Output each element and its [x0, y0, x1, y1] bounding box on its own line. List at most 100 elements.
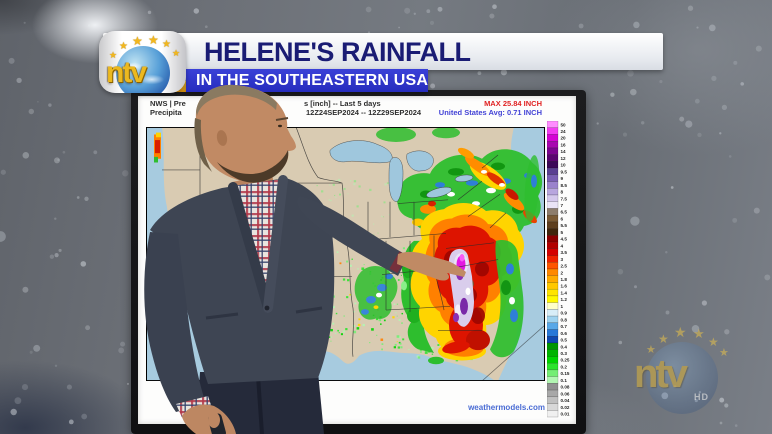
colorbar-swatch	[547, 147, 559, 155]
colorbar-value: 8	[561, 190, 564, 195]
colorbar-value: 9.5	[561, 169, 568, 174]
colorbar-value: 1	[561, 304, 564, 309]
colorbar-swatch	[547, 167, 559, 176]
colorbar-value: 0.9	[561, 311, 568, 316]
colorbar-swatch	[547, 322, 559, 330]
colorbar-value: 1.8	[561, 277, 568, 282]
colorbar-swatch	[547, 121, 559, 128]
colorbar: 502420161412109.598.587.576.565.554.543.…	[547, 121, 570, 418]
logo-text: ntv	[106, 56, 147, 89]
colorbar-value: 0.5	[561, 338, 568, 343]
colorbar-value: 0.4	[561, 344, 568, 349]
colorbar-swatch	[547, 329, 559, 337]
credit-text: weathermodels.com	[468, 403, 545, 412]
colorbar-swatch	[547, 154, 559, 162]
colorbar-swatch	[547, 268, 559, 276]
colorbar-value: 10	[561, 163, 567, 168]
colorbar-swatch	[547, 336, 559, 344]
watermark-text: ntv	[634, 352, 688, 396]
map-header-line1-right: s [inch] -- Last 5 days	[304, 99, 381, 108]
colorbar-swatch	[547, 255, 559, 263]
colorbar-value: 12	[561, 156, 567, 161]
map-panel: NWS | Pre s [inch] -- Last 5 days Precip…	[138, 96, 576, 424]
colorbar-swatch	[547, 208, 559, 216]
colorbar-value: 0.3	[561, 351, 568, 356]
map-header-line1-left: NWS | Pre	[150, 99, 186, 108]
monitor-frame: NWS | Pre s [inch] -- Last 5 days Precip…	[131, 90, 586, 434]
map-header-line2-left: Precipita	[150, 108, 182, 117]
colorbar-swatch	[547, 383, 559, 391]
colorbar-value: 0.01	[561, 412, 570, 417]
star-icon: ★	[109, 51, 118, 61]
colorbar-swatch	[547, 194, 559, 202]
colorbar-swatch	[547, 342, 559, 350]
avg-value-label: United States Avg: 0.71 INCH	[438, 108, 542, 117]
colorbar-swatch	[547, 134, 559, 142]
colorbar-value: 0.1	[561, 378, 568, 383]
colorbar-value: 7	[561, 203, 564, 208]
colorbar-value: 3.5	[561, 250, 568, 255]
colorbar-swatch	[547, 295, 559, 303]
star-icon: ★	[693, 327, 705, 342]
star-icon: ★	[658, 332, 669, 346]
colorbar-swatch	[547, 262, 559, 270]
colorbar-swatch	[547, 302, 559, 310]
colorbar-swatch	[547, 140, 559, 149]
star-icon: ★	[162, 39, 171, 50]
banner-title-bar	[103, 33, 663, 70]
colorbar-swatch	[547, 127, 559, 135]
star-icon: ★	[708, 335, 719, 349]
colorbar-swatch	[547, 181, 559, 189]
globe-icon	[646, 342, 718, 414]
colorbar-swatch	[547, 396, 559, 404]
ntv-logo: ★ ★ ★ ★ ★ ★ ntv	[99, 31, 186, 93]
colorbar-value: 6	[561, 216, 564, 221]
colorbar-value: 14	[561, 149, 567, 154]
colorbar-swatch	[547, 403, 559, 411]
colorbar-value: 6.5	[561, 210, 568, 215]
colorbar-value: 0.25	[561, 358, 570, 363]
colorbar-swatch	[547, 309, 559, 317]
max-value-label: MAX 25.84 INCH	[484, 99, 542, 108]
ntv-hd-watermark: ★ ★ ★ ★ ★ ★ ntv HD	[628, 326, 758, 430]
colorbar-value: 2	[561, 270, 564, 275]
precipitation-map	[146, 127, 545, 381]
colorbar-value: 3	[561, 257, 564, 262]
colorbar-swatch	[547, 362, 559, 371]
colorbar-value: 9	[561, 176, 564, 181]
colorbar-swatch	[547, 161, 559, 169]
colorbar-value: 0.2	[561, 364, 568, 369]
colorbar-value: 0.04	[561, 398, 570, 403]
colorbar-value: 5.5	[561, 223, 568, 228]
colorbar-swatch	[547, 288, 559, 297]
colorbar-value: 1.4	[561, 290, 568, 295]
coastal-rain	[490, 155, 540, 358]
colorbar-value: 2.5	[561, 264, 568, 269]
star-icon: ★	[172, 49, 181, 59]
colorbar-swatch	[547, 275, 559, 283]
colorbar-value: 16	[561, 142, 567, 147]
colorbar-swatch	[547, 188, 559, 196]
colorbar-value: 0.15	[561, 371, 570, 376]
banner-subtitle: IN THE SOUTHEASTERN USA	[196, 72, 429, 89]
colorbar-value: 7.5	[561, 196, 568, 201]
colorbar-value: 0.02	[561, 405, 570, 410]
colorbar-value: 0.7	[561, 324, 568, 329]
colorbar-swatch	[547, 349, 559, 357]
colorbar-swatch	[547, 282, 559, 290]
banner-subtitle-bar: IN THE SOUTHEASTERN USA	[186, 69, 428, 92]
star-icon: ★	[148, 33, 159, 47]
colorbar-value: 0.08	[561, 385, 570, 390]
colorbar-value: 5	[561, 230, 564, 235]
colorbar-swatch	[547, 201, 559, 209]
hd-badge: HD	[694, 392, 709, 402]
colorbar-swatch	[547, 376, 559, 384]
colorbar-swatch	[547, 235, 559, 243]
radar-domain-edge	[481, 324, 545, 381]
colorbar-swatch	[547, 214, 559, 223]
colorbar-value: 50	[561, 122, 567, 127]
colorbar-swatch	[547, 248, 559, 256]
colorbar-value: 0.6	[561, 331, 568, 336]
colorbar-value: 20	[561, 136, 567, 141]
